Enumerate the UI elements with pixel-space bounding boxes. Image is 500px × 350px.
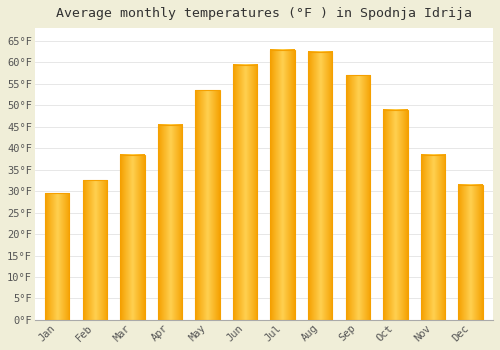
Title: Average monthly temperatures (°F ) in Spodnja Idrija: Average monthly temperatures (°F ) in Sp…	[56, 7, 472, 20]
